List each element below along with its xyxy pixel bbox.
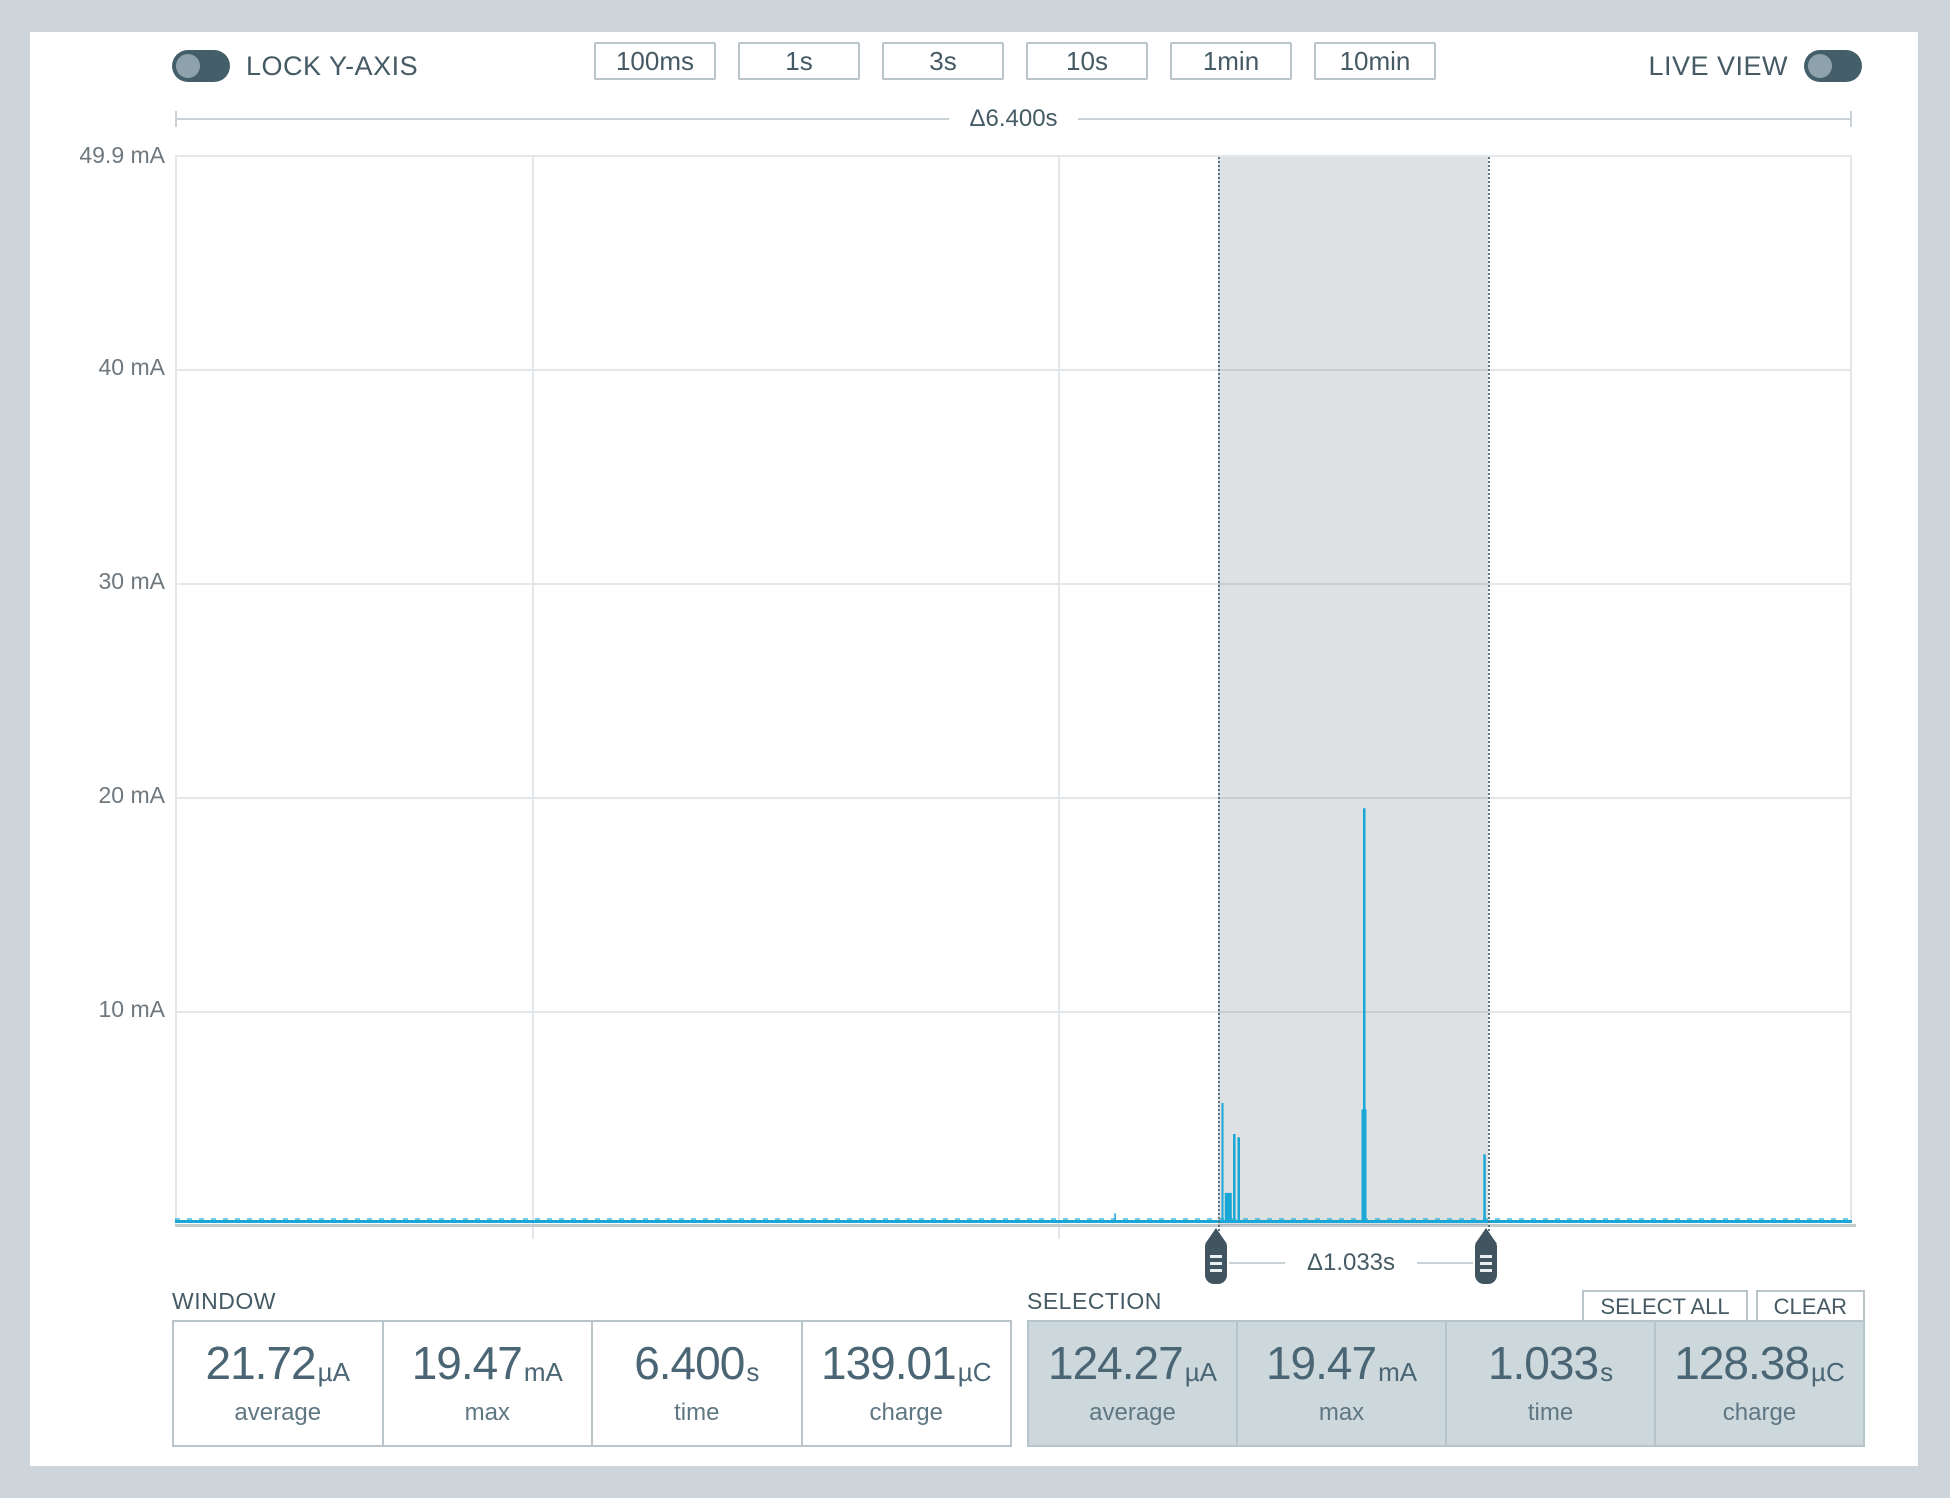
app-window: LOCK Y-AXIS 100ms 1s 3s 10s 1min 10min L… bbox=[30, 32, 1918, 1466]
window-button-3s[interactable]: 3s bbox=[882, 42, 1004, 80]
window-button-1min[interactable]: 1min bbox=[1170, 42, 1292, 80]
v-gridline bbox=[1058, 157, 1061, 1239]
live-view-label: LIVE VIEW bbox=[1648, 50, 1788, 81]
stat-unit: s bbox=[746, 1357, 760, 1387]
stat-cell-window-charge: 139.01µC charge bbox=[800, 1322, 1011, 1445]
clear-button[interactable]: CLEAR bbox=[1755, 1290, 1865, 1324]
window-delta-label: Δ6.400s bbox=[969, 105, 1058, 132]
stat-value: 139.01 bbox=[821, 1337, 957, 1389]
select-all-button[interactable]: SELECT ALL bbox=[1582, 1290, 1748, 1324]
selection-stats-title: SELECTION bbox=[1027, 1288, 1162, 1314]
stat-unit: µA bbox=[317, 1357, 350, 1387]
stat-unit: µA bbox=[1184, 1357, 1218, 1387]
stat-label: time bbox=[674, 1399, 720, 1426]
stat-unit: mA bbox=[523, 1357, 563, 1387]
h-gridline bbox=[177, 582, 1850, 585]
stat-label: max bbox=[1318, 1399, 1365, 1426]
live-view-control: LIVE VIEW bbox=[1648, 50, 1862, 82]
y-axis-labels: 49.9 mA 40 mA 30 mA 20 mA 10 mA bbox=[30, 32, 165, 1332]
stat-cell-selection-time: 1.033s time bbox=[1445, 1322, 1654, 1445]
handle-tip-icon bbox=[1474, 1228, 1497, 1244]
lock-y-axis-toggle[interactable] bbox=[172, 50, 230, 82]
selection-delta-label: Δ1.033s bbox=[1306, 1249, 1396, 1276]
stat-unit: mA bbox=[1378, 1357, 1418, 1387]
x-axis-line bbox=[175, 1224, 1856, 1227]
window-button-100ms[interactable]: 100ms bbox=[594, 42, 716, 80]
handle-grip-icon bbox=[1205, 1243, 1228, 1284]
stat-value: 19.47 bbox=[411, 1337, 523, 1389]
y-axis-tick-label: 49.9 mA bbox=[79, 142, 165, 168]
stat-value: 1.033 bbox=[1487, 1337, 1599, 1389]
toggle-knob bbox=[1808, 54, 1832, 78]
stat-value: 21.72 bbox=[205, 1337, 317, 1389]
chart-plot-area[interactable] bbox=[175, 155, 1852, 1239]
toggle-knob bbox=[176, 54, 200, 78]
window-stats-title: WINDOW bbox=[172, 1288, 276, 1314]
h-gridline bbox=[177, 368, 1850, 371]
stat-cell-selection-max: 19.47mA max bbox=[1236, 1322, 1445, 1445]
current-trace bbox=[1114, 808, 1486, 1223]
stat-unit: µC bbox=[1810, 1357, 1845, 1387]
stat-cell-selection-average: 124.27µA average bbox=[1029, 1322, 1236, 1445]
stat-label: charge bbox=[1722, 1399, 1797, 1426]
current-baseline bbox=[175, 1218, 1852, 1223]
h-gridline bbox=[177, 796, 1850, 799]
selection-actions: SELECT ALL CLEAR bbox=[1582, 1290, 1865, 1324]
window-button-10s[interactable]: 10s bbox=[1026, 42, 1148, 80]
stat-label: time bbox=[1527, 1399, 1574, 1426]
selection-right-boundary bbox=[1487, 157, 1490, 1239]
selection-delta: Δ1.033s bbox=[1229, 1249, 1473, 1276]
y-axis-tick-label: 30 mA bbox=[98, 567, 165, 594]
window-stats-panel: 21.72µA average 19.47mA max 6.400s time … bbox=[172, 1320, 1012, 1447]
stat-label: charge bbox=[869, 1399, 943, 1426]
lock-y-axis-control: LOCK Y-AXIS bbox=[172, 50, 418, 82]
stat-cell-window-max: 19.47mA max bbox=[381, 1322, 592, 1445]
stat-value: 128.38 bbox=[1674, 1337, 1810, 1389]
stat-value: 124.27 bbox=[1047, 1337, 1184, 1389]
stat-label: average bbox=[234, 1399, 322, 1426]
stat-unit: µC bbox=[957, 1357, 992, 1387]
delta-line bbox=[1229, 1262, 1285, 1264]
v-gridline bbox=[532, 157, 535, 1239]
window-button-1s[interactable]: 1s bbox=[738, 42, 860, 80]
stat-cell-selection-charge: 128.38µC charge bbox=[1654, 1322, 1863, 1445]
bracket-left-cap bbox=[175, 111, 177, 127]
selection-stats-panel: 124.27µA average 19.47mA max 1.033s time… bbox=[1027, 1320, 1865, 1447]
bracket-line bbox=[1077, 118, 1850, 120]
h-gridline bbox=[177, 1010, 1850, 1013]
y-axis-tick-label: 20 mA bbox=[98, 781, 165, 808]
handle-tip-icon bbox=[1205, 1228, 1228, 1244]
selection-region[interactable] bbox=[1218, 157, 1488, 1225]
stat-label: average bbox=[1089, 1399, 1176, 1426]
stat-cell-window-time: 6.400s time bbox=[591, 1322, 801, 1445]
lock-y-axis-label: LOCK Y-AXIS bbox=[246, 50, 419, 81]
window-delta-bracket: Δ6.400s bbox=[175, 105, 1852, 132]
stat-unit: s bbox=[1600, 1357, 1614, 1387]
bracket-line bbox=[177, 118, 950, 120]
handle-grip-icon bbox=[1474, 1243, 1497, 1284]
y-axis-tick-label: 10 mA bbox=[98, 995, 165, 1022]
stat-value: 19.47 bbox=[1265, 1337, 1377, 1389]
window-button-10min[interactable]: 10min bbox=[1314, 42, 1436, 80]
stat-cell-window-average: 21.72µA average bbox=[174, 1322, 382, 1445]
stat-value: 6.400 bbox=[634, 1337, 745, 1389]
selection-handle-left[interactable] bbox=[1205, 1228, 1228, 1284]
delta-line bbox=[1417, 1262, 1473, 1264]
stat-label: max bbox=[464, 1399, 510, 1426]
live-view-toggle[interactable] bbox=[1804, 50, 1862, 82]
selection-handle-right[interactable] bbox=[1474, 1228, 1497, 1284]
selection-left-boundary bbox=[1218, 157, 1221, 1239]
bracket-right-cap bbox=[1850, 111, 1852, 127]
y-axis-tick-label: 40 mA bbox=[98, 353, 165, 380]
window-duration-buttons: 100ms 1s 3s 10s 1min 10min bbox=[594, 42, 1436, 80]
